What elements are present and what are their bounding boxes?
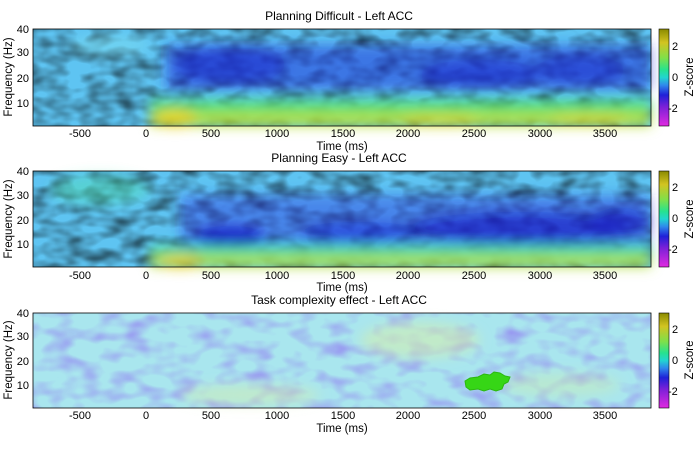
x-tick-label: 3000	[528, 128, 552, 140]
x-tick-label: 2500	[462, 270, 486, 282]
panel-task-complexity-effect: Task complexity effect - Left ACC -500 0…	[3, 293, 696, 435]
y-tick-label: 20	[17, 73, 29, 85]
x-tick-label: 3500	[593, 128, 617, 140]
x-axis: -500 0 500 1000 1500 2000 2500 3000 3500…	[69, 270, 617, 294]
x-tick-label: 1000	[265, 410, 289, 422]
y-tick-label: 40	[17, 166, 29, 178]
x-tick-label: 1500	[331, 128, 355, 140]
colorbar-label: Z-score	[684, 200, 696, 239]
x-tick-label: 0	[143, 270, 149, 282]
x-axis-label: Time (ms)	[316, 141, 367, 153]
x-tick-label: 500	[202, 270, 220, 282]
colorbar-tick-label: 2	[672, 41, 678, 53]
x-tick-label: -500	[69, 128, 91, 140]
colorbar-tick-label: 2	[672, 182, 678, 194]
y-tick-label: 30	[17, 47, 29, 59]
x-tick-label: 3000	[528, 270, 552, 282]
colorbar: 2 0 -2 Z-score	[658, 312, 696, 409]
heatmap-plot-area	[32, 28, 652, 127]
y-axis-label: Frequency (Hz)	[3, 179, 15, 258]
y-axis-label: Frequency (Hz)	[3, 37, 15, 116]
x-tick-label: 1000	[265, 128, 289, 140]
colorbar: 2 0 -2 Z-score	[658, 170, 696, 268]
x-tick-label: 0	[143, 410, 149, 422]
x-tick-label: 1500	[331, 410, 355, 422]
y-axis: 10 20 30 40 Frequency (Hz)	[3, 166, 29, 259]
colorbar-tick-label: 2	[672, 324, 678, 336]
colorbar-tick-label: 0	[672, 355, 678, 367]
colorbar: 2 0 -2 Z-score	[658, 28, 696, 127]
x-axis-label: Time (ms)	[316, 282, 367, 294]
y-tick-label: 10	[17, 380, 29, 392]
x-tick-label: 3000	[528, 410, 552, 422]
colorbar-label: Z-score	[684, 58, 696, 97]
significant-cluster	[464, 371, 511, 392]
colorbar-tick-label: -2	[668, 244, 678, 256]
x-tick-label: 2000	[396, 128, 420, 140]
x-axis-label: Time (ms)	[316, 423, 367, 435]
colorbar-tick-label: 0	[672, 213, 678, 225]
x-tick-label: 500	[202, 128, 220, 140]
x-tick-label: 1500	[331, 270, 355, 282]
x-tick-label: 0	[143, 128, 149, 140]
colorbar-tick-label: -2	[668, 386, 678, 398]
y-tick-label: 40	[17, 308, 29, 320]
colorbar-tick-label: 0	[672, 72, 678, 84]
panel-title: Task complexity effect - Left ACC	[251, 293, 427, 307]
y-tick-label: 20	[17, 356, 29, 368]
panel-planning-easy: Planning Easy - Left ACC -500 0 500	[3, 151, 696, 294]
colorbar-label: Z-score	[684, 341, 696, 380]
x-tick-label: -500	[69, 410, 91, 422]
y-axis-label: Frequency (Hz)	[3, 320, 15, 399]
x-axis: -500 0 500 1000 1500 2000 2500 3000 3500…	[69, 128, 617, 153]
y-tick-label: 40	[17, 24, 29, 36]
x-tick-label: 3500	[593, 270, 617, 282]
y-tick-label: 10	[17, 98, 29, 110]
x-tick-label: 2000	[396, 270, 420, 282]
y-tick-label: 20	[17, 215, 29, 227]
heatmap-plot-area	[32, 312, 652, 409]
panel-title: Planning Difficult - Left ACC	[265, 9, 413, 23]
x-tick-label: -500	[69, 270, 91, 282]
x-tick-label: 2000	[396, 410, 420, 422]
y-axis: 10 20 30 40 Frequency (Hz)	[3, 308, 29, 400]
y-tick-label: 10	[17, 239, 29, 251]
panel-planning-difficult: Planning Difficult - Left ACC -500	[3, 9, 696, 153]
x-tick-label: 500	[202, 410, 220, 422]
x-tick-label: 1000	[265, 270, 289, 282]
y-tick-label: 30	[17, 190, 29, 202]
panel-title: Planning Easy - Left ACC	[271, 151, 407, 165]
x-tick-label: 3500	[593, 410, 617, 422]
y-tick-label: 30	[17, 331, 29, 343]
x-tick-label: 2500	[462, 410, 486, 422]
colorbar-tick-label: -2	[668, 103, 678, 115]
x-axis: -500 0 500 1000 1500 2000 2500 3000 3500…	[69, 410, 617, 435]
x-tick-label: 2500	[462, 128, 486, 140]
y-axis: 10 20 30 40 Frequency (Hz)	[3, 24, 29, 117]
heatmap-plot-area	[32, 170, 652, 268]
